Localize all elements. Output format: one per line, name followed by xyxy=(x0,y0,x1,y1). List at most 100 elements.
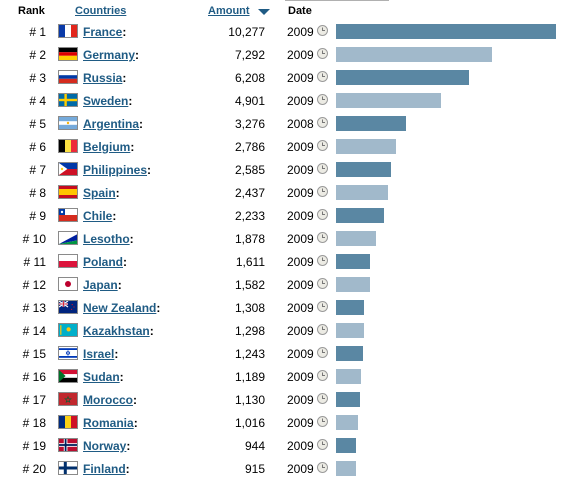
country-link[interactable]: Japan xyxy=(83,278,118,292)
year-cell: 2009 xyxy=(287,278,314,292)
country-link[interactable]: Lesotho xyxy=(83,232,130,246)
romania-flag-icon xyxy=(58,415,78,429)
clock-icon[interactable] xyxy=(317,347,328,358)
country-link[interactable]: New Zealand xyxy=(83,301,157,315)
amount-bar xyxy=(336,461,356,476)
amount-cell: 1,298 xyxy=(234,324,265,338)
clock-icon[interactable] xyxy=(317,163,328,174)
rank-cell: # 1 xyxy=(29,25,46,39)
table-row: # 14 Kazakhstan: 1,298 2009 xyxy=(0,320,564,343)
clock-icon[interactable] xyxy=(317,393,328,404)
country-link[interactable]: Chile xyxy=(83,209,113,223)
country-link[interactable]: Morocco xyxy=(83,393,134,407)
rank-cell: # 16 xyxy=(22,370,46,384)
amount-bar xyxy=(336,346,363,361)
table-row: # 7 Philippines: 2,585 2009 xyxy=(0,159,564,182)
clock-icon[interactable] xyxy=(317,462,328,473)
clock-icon[interactable] xyxy=(317,209,328,220)
clock-icon[interactable] xyxy=(317,324,328,335)
country-link[interactable]: Spain xyxy=(83,186,116,200)
clock-icon[interactable] xyxy=(317,278,328,289)
germany-flag-icon xyxy=(58,47,78,61)
year-cell: 2009 xyxy=(287,163,314,177)
amount-cell: 7,292 xyxy=(234,48,265,62)
year-cell: 2009 xyxy=(287,416,314,430)
table-row: # 17 Morocco: 1,130 2009 xyxy=(0,389,564,412)
country-link[interactable]: Belgium xyxy=(83,140,131,154)
table-row: # 2 Germany: 7,292 2009 xyxy=(0,44,564,67)
rank-cell: # 8 xyxy=(29,186,46,200)
chile-flag-icon xyxy=(58,208,78,222)
year-cell: 2009 xyxy=(287,94,314,108)
year-cell: 2009 xyxy=(287,462,314,476)
clock-icon[interactable] xyxy=(317,186,328,197)
amount-bar xyxy=(336,254,370,269)
country-link[interactable]: France xyxy=(83,25,123,39)
country-link[interactable]: Romania xyxy=(83,416,134,430)
country-link[interactable]: Philippines xyxy=(83,163,148,177)
rank-header: Rank xyxy=(18,5,45,17)
clock-icon[interactable] xyxy=(317,25,328,36)
amount-cell: 1,582 xyxy=(234,278,265,292)
rank-cell: # 19 xyxy=(22,439,46,453)
rank-cell: # 9 xyxy=(29,209,46,223)
table-row: # 3 Russia: 6,208 2009 xyxy=(0,67,564,90)
table-row: # 9 Chile: 2,233 2009 xyxy=(0,205,564,228)
france-flag-icon xyxy=(58,24,78,38)
amount-cell: 2,233 xyxy=(234,209,265,223)
country-link[interactable]: Sudan xyxy=(83,370,120,384)
clock-icon[interactable] xyxy=(317,255,328,266)
amount-bar xyxy=(336,300,364,315)
table-row: # 1 France: 10,277 2009 xyxy=(0,21,564,44)
amount-cell: 1,243 xyxy=(234,347,265,361)
country-link[interactable]: Poland xyxy=(83,255,124,269)
amount-cell: 10,277 xyxy=(228,25,265,39)
country-link[interactable]: Finland xyxy=(83,462,126,476)
country-link[interactable]: Sweden xyxy=(83,94,129,108)
amount-bar xyxy=(336,277,370,292)
amount-cell: 915 xyxy=(244,462,265,476)
amount-bar xyxy=(336,139,396,154)
country-link[interactable]: Argentina xyxy=(83,117,140,131)
amount-bar xyxy=(336,162,391,177)
clock-icon[interactable] xyxy=(317,370,328,381)
clock-icon[interactable] xyxy=(317,232,328,243)
year-cell: 2009 xyxy=(287,48,314,62)
amount-cell: 944 xyxy=(244,439,265,453)
clock-icon[interactable] xyxy=(317,117,328,128)
amount-cell: 6,208 xyxy=(234,71,265,85)
clock-icon[interactable] xyxy=(317,301,328,312)
clock-icon[interactable] xyxy=(317,140,328,151)
morocco-flag-icon xyxy=(58,392,78,406)
table-row: # 8 Spain: 2,437 2009 xyxy=(0,182,564,205)
clock-icon[interactable] xyxy=(317,48,328,59)
clock-icon[interactable] xyxy=(317,416,328,427)
amount-cell: 2,585 xyxy=(234,163,265,177)
country-link[interactable]: Norway xyxy=(83,439,127,453)
sweden-flag-icon xyxy=(58,93,78,107)
country-link[interactable]: Kazakhstan xyxy=(83,324,150,338)
argentina-flag-icon xyxy=(58,116,78,130)
rank-cell: # 18 xyxy=(22,416,46,430)
country-link[interactable]: Germany xyxy=(83,48,136,62)
norway-flag-icon xyxy=(58,438,78,452)
amount-bar xyxy=(336,93,441,108)
rank-cell: # 20 xyxy=(22,462,46,476)
table-row: # 4 Sweden: 4,901 2009 xyxy=(0,90,564,113)
table-row: # 18 Romania: 1,016 2009 xyxy=(0,412,564,435)
table-row: # 15 Israel: 1,243 2009 xyxy=(0,343,564,366)
clock-icon[interactable] xyxy=(317,94,328,105)
sort-descending-icon[interactable] xyxy=(258,9,270,15)
countries-sort-link[interactable]: Countries xyxy=(75,5,127,17)
amount-cell: 2,437 xyxy=(234,186,265,200)
amount-cell: 1,130 xyxy=(234,393,265,407)
amount-cell: 1,611 xyxy=(235,255,265,269)
country-link[interactable]: Russia xyxy=(83,71,123,85)
date-header: Date xyxy=(288,5,312,17)
table-row: # 5 Argentina: 3,276 2008 xyxy=(0,113,564,136)
top-divider xyxy=(285,0,389,1)
clock-icon[interactable] xyxy=(317,439,328,450)
country-link[interactable]: Israel xyxy=(83,347,115,361)
clock-icon[interactable] xyxy=(317,71,328,82)
amount-sort-link[interactable]: Amount xyxy=(208,5,250,17)
